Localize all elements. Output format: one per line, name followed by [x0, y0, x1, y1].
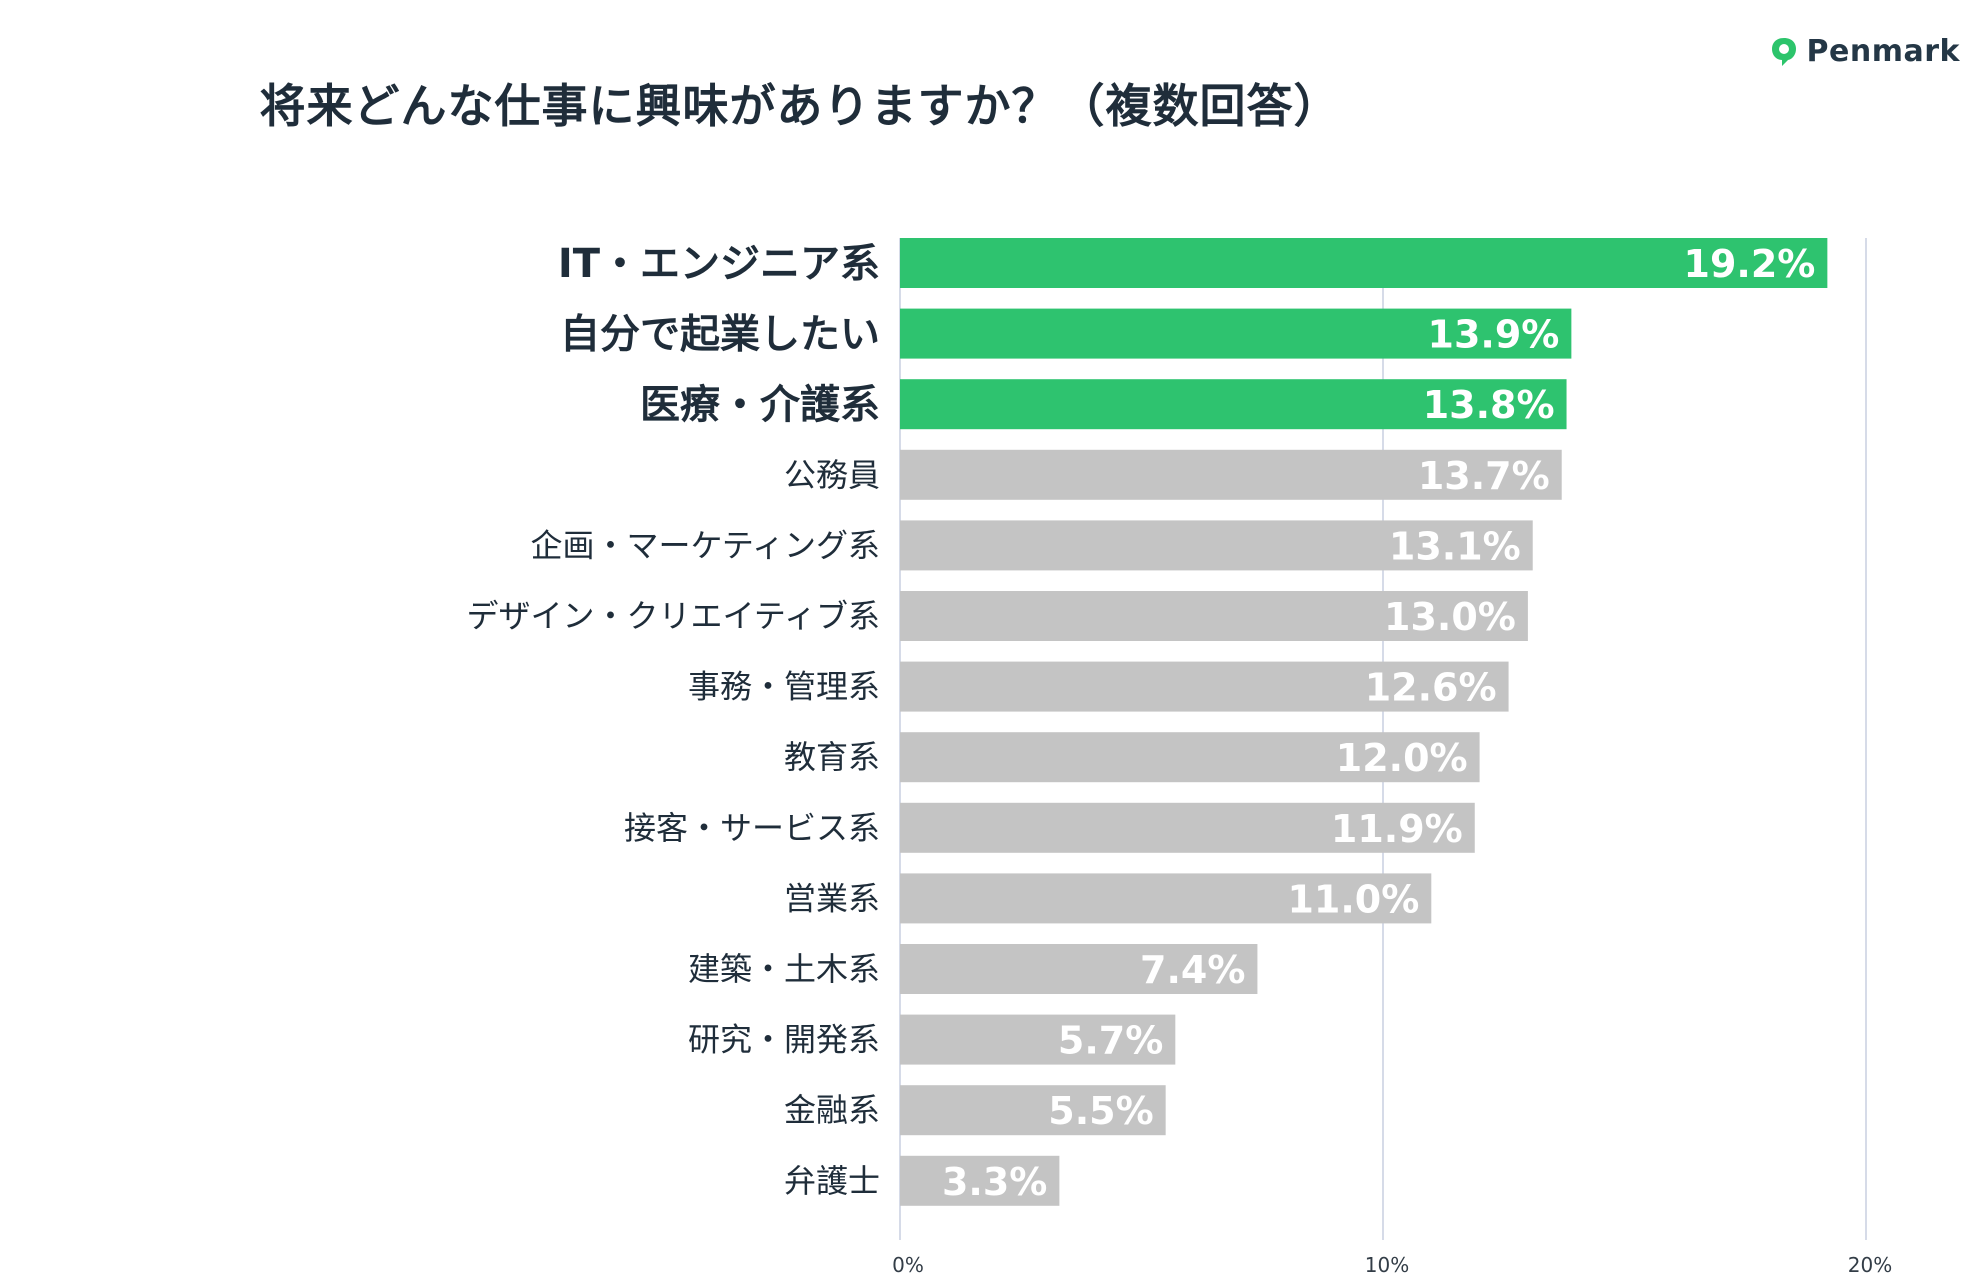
bar-2 [900, 308, 1572, 359]
category-label-9: 接客・サービス系 [624, 809, 880, 847]
value-label-5: 13.1% [1389, 524, 1521, 568]
bar-13 [900, 1085, 1166, 1136]
category-label-7: 事務・管理系 [688, 668, 880, 706]
value-label-9: 11.9% [1331, 807, 1463, 851]
value-label-8: 12.0% [1336, 736, 1468, 780]
value-label-1: 19.2% [1684, 242, 1816, 286]
category-label-6: デザイン・クリエイティブ系 [467, 597, 880, 635]
value-label-11: 7.4% [1140, 948, 1245, 992]
bar-8 [900, 732, 1480, 783]
bar-5 [900, 520, 1533, 571]
chart-title: 将来どんな仕事に興味がありますか？（複数回答） [259, 79, 1341, 133]
bar-12 [900, 1014, 1176, 1065]
bar-7 [900, 661, 1509, 712]
brand-name: Penmark [1806, 34, 1960, 69]
x-tick-label-0: 0% [892, 1253, 924, 1277]
bar-1 [900, 238, 1828, 288]
value-label-13: 5.5% [1048, 1089, 1153, 1133]
x-tick-label-10: 10% [1365, 1253, 1409, 1277]
value-label-3: 13.8% [1423, 383, 1555, 427]
brand-logo: Penmark [1769, 34, 1960, 69]
speech-bubble-icon [1771, 37, 1796, 66]
value-label-2: 13.9% [1428, 313, 1560, 357]
category-label-5: 企画・マーケティング系 [531, 526, 880, 564]
category-label-12: 研究・開発系 [688, 1021, 880, 1059]
value-label-4: 13.7% [1418, 454, 1550, 498]
category-label-14: 弁護士 [784, 1162, 880, 1200]
x-tick-label-20: 20% [1848, 1253, 1892, 1277]
bar-10 [900, 873, 1432, 924]
category-label-8: 教育系 [784, 738, 880, 776]
bar-6 [900, 591, 1528, 641]
value-label-12: 5.7% [1058, 1019, 1163, 1063]
category-label-10: 営業系 [784, 879, 880, 917]
value-label-10: 11.0% [1287, 877, 1419, 921]
bar-4 [900, 449, 1562, 500]
bar-14 [900, 1155, 1060, 1206]
category-label-1: IT・エンジニア系 [558, 241, 880, 287]
bar-3 [900, 379, 1567, 430]
value-label-14: 3.3% [942, 1160, 1047, 1204]
bar-9 [900, 802, 1475, 853]
category-label-3: 医療・介護系 [640, 382, 880, 428]
value-label-7: 12.6% [1365, 666, 1497, 710]
category-label-11: 建築・土木系 [688, 950, 880, 988]
category-label-2: 自分で起業したい [560, 312, 880, 358]
category-label-13: 金融系 [784, 1091, 880, 1129]
category-label-4: 公務員 [784, 456, 880, 494]
value-label-6: 13.0% [1384, 595, 1516, 639]
bar-11 [900, 944, 1258, 994]
